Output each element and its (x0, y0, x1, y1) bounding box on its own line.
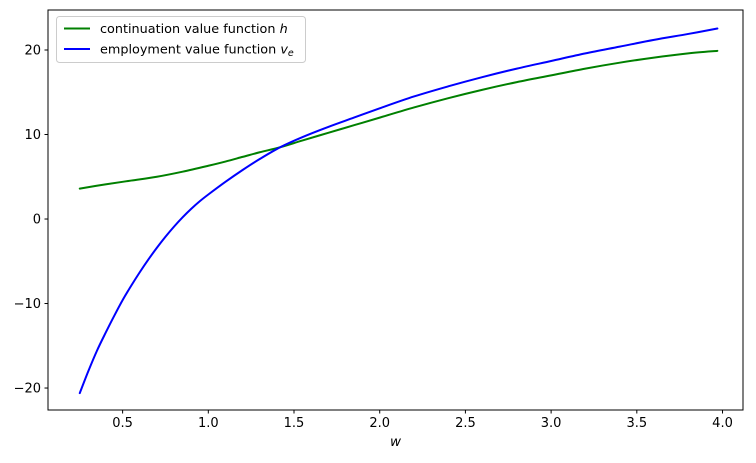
continuation-value-function-h-line (78, 49, 719, 190)
y-tick-label: 10 (24, 128, 41, 143)
y-tick-label: −20 (14, 382, 41, 397)
legend: continuation value function h employment … (56, 16, 306, 63)
x-tick-label: 2.0 (369, 416, 390, 431)
curves-layer (78, 27, 719, 395)
legend-entry-label: continuation value function h (100, 22, 288, 37)
y-tick-label: 20 (24, 44, 41, 59)
x-tick-label: 4.0 (712, 416, 733, 431)
x-tick-label: 3.0 (541, 416, 562, 431)
y-tick-label: −10 (14, 297, 41, 312)
x-tick-label: 3.5 (626, 416, 647, 431)
plot-border (47, 9, 744, 411)
x-axis-label: w (390, 434, 402, 450)
employment-value-function-ve-line (78, 27, 719, 395)
x-tick-label: 2.5 (455, 416, 476, 431)
x-tick-label: 1.5 (284, 416, 305, 431)
legend-entry-label: employment value function ve (100, 43, 294, 60)
y-tick-label: 0 (33, 213, 41, 228)
x-tick-label: 0.5 (112, 416, 133, 431)
axes-layer: 0.5 1.0 1.5 2.0 2.5 3.0 3.5 4.0 −20 −10 0 10 20 (14, 9, 744, 431)
legend-box (56, 16, 306, 63)
x-tick-label: 1.0 (198, 416, 219, 431)
